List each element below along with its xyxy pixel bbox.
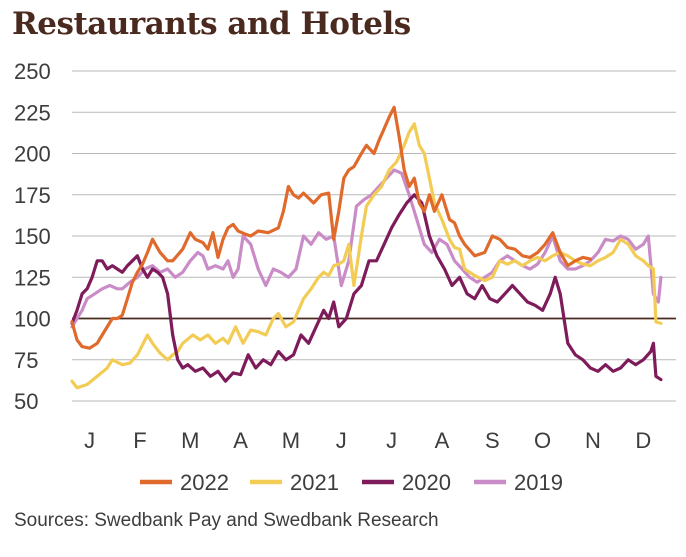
source-note: Sources: Swedbank Pay and Swedbank Resea… bbox=[14, 510, 439, 531]
x-tick-label: F bbox=[133, 428, 146, 453]
y-axis-ticks: 250 225 200 175 150 125 100 75 50 bbox=[14, 59, 51, 414]
legend-label-2021: 2021 bbox=[290, 470, 339, 495]
series-line-2022 bbox=[70, 105, 592, 350]
y-tick-label: 100 bbox=[14, 307, 51, 332]
legend-label-2020: 2020 bbox=[402, 470, 451, 495]
x-tick-label: J bbox=[84, 428, 95, 453]
series-line-2020 bbox=[70, 193, 663, 383]
chart-title: Restaurants and Hotels bbox=[12, 6, 411, 42]
x-tick-label: A bbox=[233, 428, 248, 453]
line-chart: 250 225 200 175 150 125 100 75 50 J F M A M J J A S O N D 2… bbox=[14, 59, 676, 495]
y-tick-label: 225 bbox=[14, 100, 51, 125]
y-tick-label: 50 bbox=[14, 389, 38, 414]
x-tick-label: J bbox=[336, 428, 347, 453]
x-tick-label: J bbox=[386, 428, 397, 453]
legend-label-2022: 2022 bbox=[180, 470, 229, 495]
y-tick-label: 175 bbox=[14, 183, 51, 208]
x-tick-label: A bbox=[435, 428, 450, 453]
gridlines bbox=[72, 70, 676, 402]
y-tick-label: 250 bbox=[14, 59, 51, 84]
series-line-2019 bbox=[70, 168, 663, 329]
legend-label-2019: 2019 bbox=[514, 470, 563, 495]
x-tick-label: M bbox=[282, 428, 300, 453]
y-tick-label: 150 bbox=[14, 224, 51, 249]
x-tick-label: M bbox=[181, 428, 199, 453]
y-tick-label: 75 bbox=[14, 348, 38, 373]
series-lines bbox=[70, 105, 663, 390]
legend: 2022 2021 2020 2019 bbox=[140, 470, 563, 495]
x-tick-label: D bbox=[635, 428, 651, 453]
x-tick-label: S bbox=[485, 428, 500, 453]
y-tick-label: 125 bbox=[14, 265, 51, 290]
x-tick-label: N bbox=[585, 428, 601, 453]
x-tick-label: O bbox=[534, 428, 551, 453]
y-tick-label: 200 bbox=[14, 142, 51, 167]
